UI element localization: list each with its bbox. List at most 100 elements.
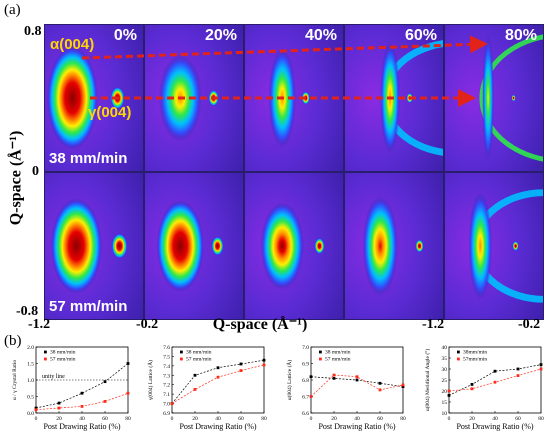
legend-label: 38 mm/min [50,350,76,356]
draw-ratio-label: 60% [404,27,437,44]
legend-marker [180,357,183,361]
draw-ratio-label: 20% [204,27,237,44]
y-tick-label: 0.0 [27,411,34,417]
data-point [470,383,474,386]
gamma-lattice-chart: 6.9 7.0 7.1 7.2 7.3 7.4 7.5 7.6 0 20 40 60 80 Post Dr… [146,343,270,435]
legend-label: 38mm/min [463,350,487,356]
x-tick-label: 60 [102,416,108,422]
meridional-angle-chart: 10 15 20 25 30 35 40 0 20 40 60 80 Post Drawing Rati… [424,343,547,435]
y-tick-label: 2.0 [27,345,34,351]
data-point [493,369,497,373]
x-tick-label: 20 [469,416,475,422]
x-tick-label: 80 [538,416,544,422]
data-point [447,394,451,397]
waxs-pattern-38-2: 40% [244,24,344,172]
x-tick-label: 60 [238,416,244,422]
y-tick-label: 6.7 [302,395,309,401]
y-tick-label: 40 [442,345,448,351]
x-tick-label: 0 [171,416,174,422]
waxs-pattern-57-3 [344,172,444,320]
y-tick-label: 1.5 [27,362,34,368]
data-point [34,406,38,410]
gamma-reflection-label: γ(004) [88,104,132,121]
speed-label: 38 mm/min [49,150,128,167]
x-tick-label: 40 [492,416,498,422]
x-tick-label: 80 [261,416,267,422]
data-point [262,363,266,367]
legend-label: 57 mm/min [50,357,76,363]
y-tick-label: 7.0 [163,402,170,408]
data-point [193,388,197,391]
data-point [239,362,243,366]
x-axis-title: Post Drawing Ratio (%) [456,422,533,431]
data-point [103,380,107,384]
data-point [34,408,38,412]
x-tick-label: 0 [448,416,451,422]
legend-label: 57 mm/min [186,357,212,363]
x-tick-label: 60 [515,416,521,422]
x-tick-label: 60 [377,416,383,422]
y-tick-label: 7.5 [163,354,170,360]
x-tick-label: 0 [35,416,38,422]
x-tick-label: 80 [125,416,131,422]
draw-ratio-label: 40% [304,27,337,44]
data-point [80,391,84,395]
data-point [539,367,543,371]
x-tick-label: 80 [400,416,406,422]
legend-marker [319,357,322,361]
data-point [170,402,174,405]
y-axis-label: Q-space (Å⁻¹) [7,130,24,226]
data-point [539,363,543,366]
x-tick-label: 20 [56,416,62,422]
y-tick-label: 6.6 [302,411,309,417]
data-point [126,362,130,365]
data-point [332,373,336,377]
x-axis-title: Post Drawing Ratio (%) [318,422,395,431]
y-tick-label: 7.3 [163,373,170,379]
data-point [80,405,84,408]
x-tick-label: 40 [79,416,85,422]
x-axis-title: Post Drawing Ratio (%) [179,422,256,431]
waxs-pattern-57-1 [144,172,244,320]
data-point [401,385,405,388]
waxs-pattern-grid: 0% 38 mm/min 20% 40% 60% 80% 57 mm/min [44,24,544,320]
data-point [57,401,61,405]
data-point [57,406,61,410]
data-point [309,375,313,379]
y-tick-label: 35 [442,356,448,362]
y-tick-label: 7.4 [163,364,170,370]
x-tick-label: 40 [354,416,360,422]
x-tick-label: 0 [310,416,313,422]
crystal-ratio-chart: 0.0 0.5 1.0 1.5 2.0 0 20 40 60 80 Post Drawing Rat… [12,343,134,435]
y-tick-label: 7.1 [163,392,170,398]
data-point [262,358,266,362]
data-point [447,389,451,393]
data-point [355,375,359,379]
legend-marker [180,350,183,354]
y-axis-title: α(004) Lattice (Å) [285,360,293,401]
y-axis-title: α(004) Meridional Angle (°) [424,349,431,412]
waxs-pattern-38-3: 60% [344,24,444,172]
x-tick-right-1: -1.2 [422,317,445,332]
legend-label: 57 mm/min [325,357,351,363]
y-tick-label: 0.5 [27,395,34,401]
y-tick-label: 7.6 [163,345,170,351]
y-tick-label: 1.0 [27,378,34,384]
data-point [332,376,336,380]
y-tick-label: 6.8 [302,378,309,384]
y-tick-top: 0.8 [24,24,42,39]
x-tick-label: 20 [331,416,337,422]
y-axis-title: α / γ Crystal Ratio [12,360,18,400]
series-fit-line [35,363,129,409]
legend-marker [44,350,47,354]
y-tick-label: 10 [442,411,448,417]
legend-label: 57mm/min [463,357,487,363]
legend-marker [457,350,460,354]
data-point [239,369,243,372]
speed-label: 57 mm/min [49,298,128,315]
y-tick-label: 15 [442,400,448,406]
y-tick-label: 30 [442,367,448,373]
draw-ratio-label: 80% [504,27,537,44]
series-fit-line [310,374,404,397]
panel-a-label: (a) [4,2,21,18]
